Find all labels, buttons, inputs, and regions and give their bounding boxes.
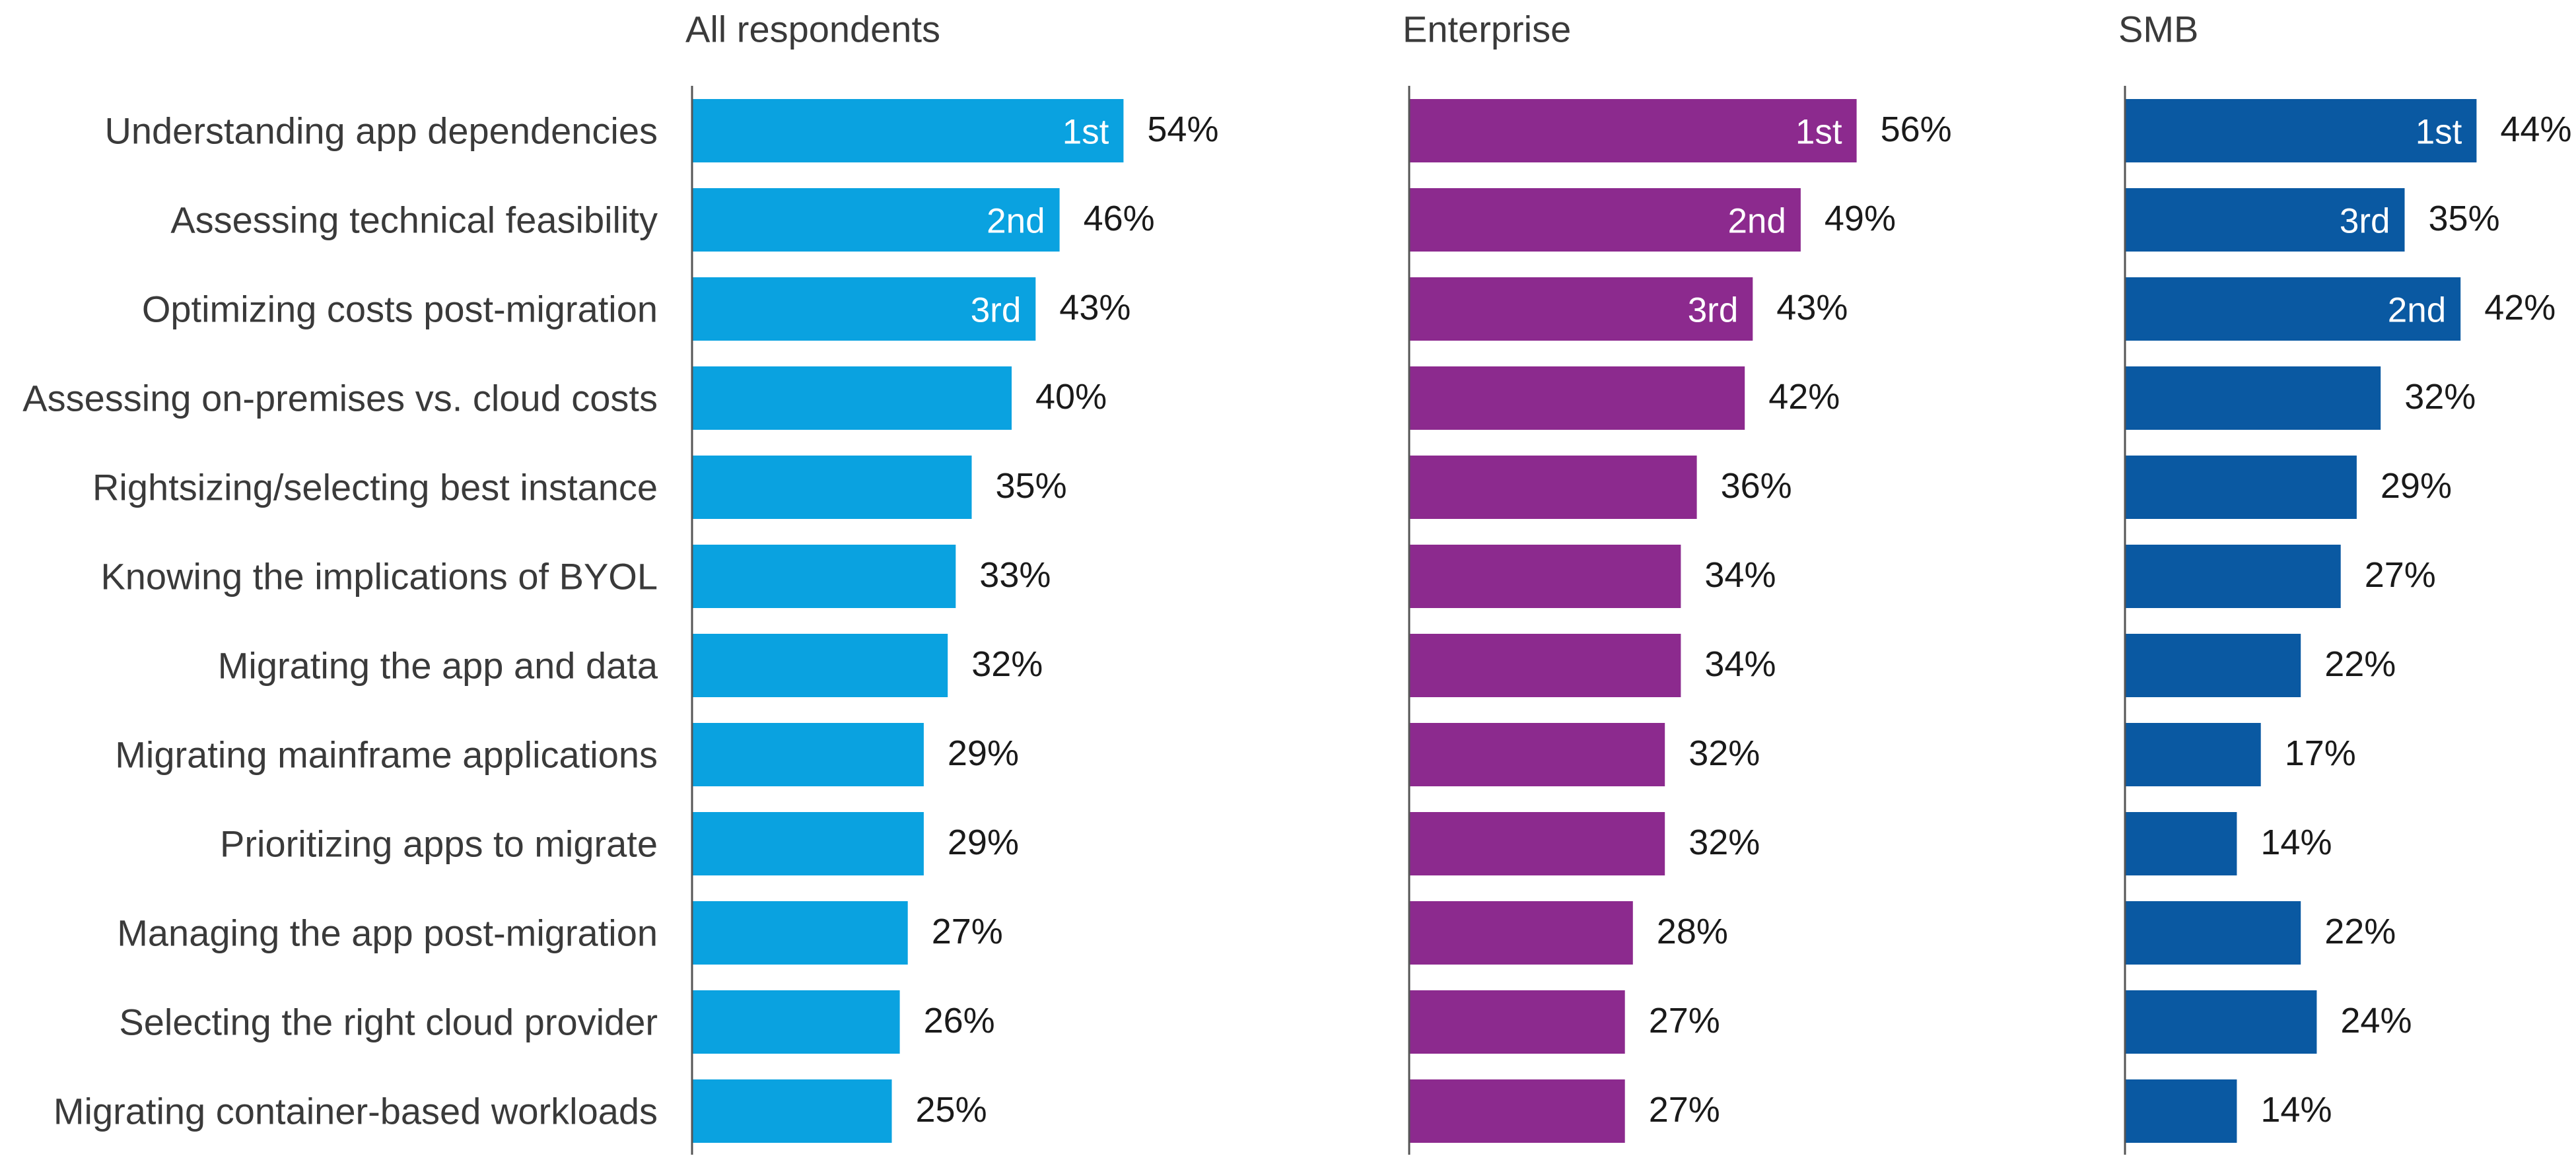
- bar: [1409, 634, 1681, 697]
- panel-title-2: SMB: [2118, 9, 2198, 50]
- bar: [692, 366, 1012, 430]
- category-label: Migrating mainframe applications: [115, 734, 658, 776]
- data-label: 32%: [2404, 377, 2476, 417]
- bar: [1409, 990, 1625, 1054]
- data-label: 56%: [1881, 110, 1952, 149]
- data-label: 49%: [1825, 199, 1896, 238]
- data-label: 34%: [1704, 644, 1776, 684]
- rank-label: 1st: [1062, 113, 1109, 152]
- bar: [1409, 456, 1697, 519]
- data-label: 34%: [1704, 555, 1776, 595]
- rank-label: 3rd: [1688, 291, 1739, 330]
- bar: [692, 634, 948, 697]
- bar: [2125, 277, 2461, 341]
- data-label: 33%: [979, 555, 1051, 595]
- bar: [692, 723, 924, 786]
- bar: [692, 990, 900, 1054]
- bar: [692, 277, 1036, 341]
- data-label: 24%: [2340, 1001, 2412, 1040]
- data-label: 42%: [1768, 377, 1840, 417]
- bar: [1409, 277, 1753, 341]
- bar: [1409, 723, 1665, 786]
- category-label: Migrating the app and data: [218, 645, 658, 687]
- bar: [692, 545, 956, 608]
- bar: [692, 812, 924, 875]
- panel-title-1: Enterprise: [1403, 9, 1571, 50]
- data-label: 43%: [1776, 288, 1848, 327]
- category-label: Assessing on-premises vs. cloud costs: [22, 378, 658, 419]
- bar: [692, 99, 1124, 162]
- data-label: 26%: [924, 1001, 995, 1040]
- bar: [692, 456, 972, 519]
- data-label: 40%: [1035, 377, 1107, 417]
- data-label: 35%: [2429, 199, 2500, 238]
- bar: [1409, 812, 1665, 875]
- data-label: 44%: [2500, 110, 2571, 149]
- bar: [2125, 545, 2341, 608]
- data-label: 54%: [1147, 110, 1218, 149]
- data-label: 27%: [2365, 555, 2436, 595]
- rank-label: 2nd: [1727, 202, 1786, 241]
- bar: [1409, 1079, 1625, 1143]
- bar: [692, 1079, 892, 1143]
- bar: [2125, 812, 2237, 875]
- data-label: 17%: [2285, 733, 2356, 773]
- category-label: Managing the app post-migration: [117, 912, 658, 954]
- data-label: 36%: [1721, 466, 1792, 506]
- bar: [2125, 1079, 2237, 1143]
- bar: [1409, 188, 1801, 252]
- bar: [2125, 990, 2317, 1054]
- data-label: 32%: [1688, 733, 1760, 773]
- bar: [2125, 634, 2301, 697]
- data-label: 35%: [996, 466, 1067, 506]
- bar: [2125, 188, 2405, 252]
- category-label: Prioritizing apps to migrate: [220, 823, 658, 865]
- bar: [1409, 901, 1633, 965]
- rank-label: 1st: [2416, 113, 2462, 152]
- rank-label: 3rd: [971, 291, 1022, 330]
- bar: [1409, 366, 1745, 430]
- bar: [2125, 366, 2381, 430]
- data-label: 32%: [971, 644, 1043, 684]
- bar: [2125, 456, 2357, 519]
- data-label: 27%: [932, 912, 1003, 951]
- rank-label: 2nd: [987, 202, 1045, 241]
- bar: [2125, 901, 2301, 965]
- category-label: Knowing the implications of BYOL: [100, 556, 658, 597]
- data-label: 14%: [2260, 823, 2332, 862]
- bar: [692, 188, 1060, 252]
- data-label: 25%: [916, 1090, 987, 1130]
- category-label: Understanding app dependencies: [104, 110, 658, 152]
- data-label: 29%: [948, 733, 1019, 773]
- category-label: Assessing technical feasibility: [170, 199, 658, 241]
- category-label: Selecting the right cloud provider: [119, 1002, 658, 1043]
- category-label: Optimizing costs post-migration: [142, 289, 658, 330]
- rank-label: 3rd: [2340, 202, 2390, 241]
- data-label: 29%: [2381, 466, 2452, 506]
- category-label: Rightsizing/selecting best instance: [92, 467, 658, 508]
- bar: [2125, 723, 2261, 786]
- data-label: 32%: [1688, 823, 1760, 862]
- rank-label: 1st: [1795, 113, 1842, 152]
- data-label: 27%: [1649, 1090, 1720, 1130]
- data-label: 14%: [2260, 1090, 2332, 1130]
- bar: [692, 901, 908, 965]
- data-label: 46%: [1084, 199, 1155, 238]
- data-label: 22%: [2324, 644, 2396, 684]
- data-label: 28%: [1657, 912, 1728, 951]
- data-label: 29%: [948, 823, 1019, 862]
- panel-title-0: All respondents: [685, 9, 940, 50]
- data-label: 27%: [1649, 1001, 1720, 1040]
- data-label: 42%: [2484, 288, 2556, 327]
- category-label: Migrating container-based workloads: [53, 1091, 658, 1132]
- bar: [1409, 99, 1857, 162]
- data-label: 22%: [2324, 912, 2396, 951]
- bar: [2125, 99, 2477, 162]
- data-label: 43%: [1059, 288, 1131, 327]
- rank-label: 2nd: [2388, 291, 2446, 330]
- bar: [1409, 545, 1681, 608]
